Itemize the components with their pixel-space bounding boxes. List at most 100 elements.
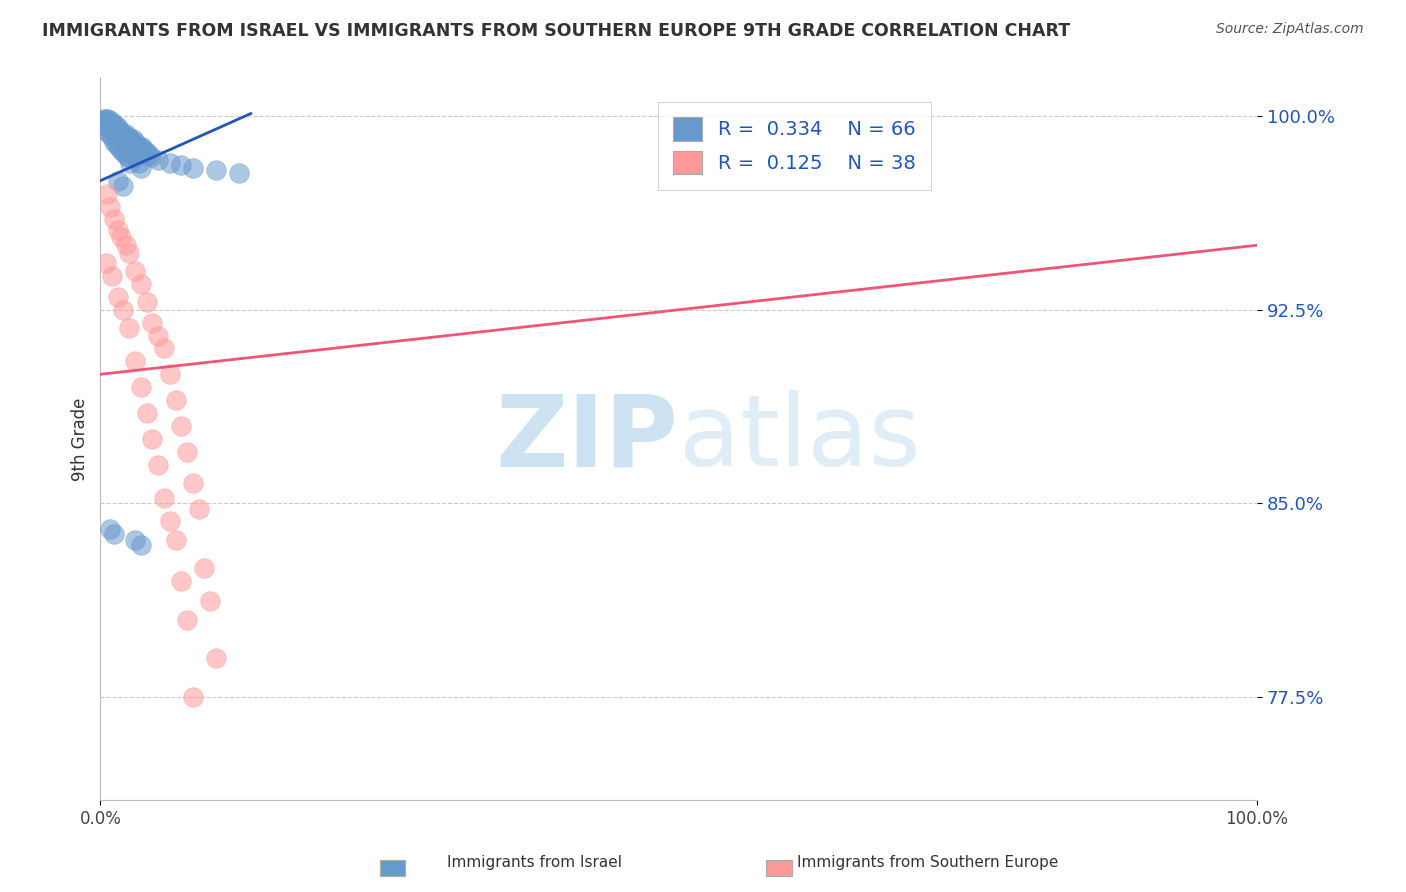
Point [170, 574, 193, 588]
Point [98, 522, 121, 536]
Point [101, 269, 124, 284]
Point [138, 148, 160, 162]
Point [107, 223, 129, 237]
Point [128, 140, 150, 154]
Point [176, 444, 198, 458]
Point [112, 302, 135, 317]
Point [118, 246, 141, 260]
Point [118, 143, 141, 157]
Point [112, 127, 135, 141]
Point [200, 594, 222, 608]
Point [108, 122, 131, 136]
Point [121, 145, 143, 160]
Point [104, 125, 127, 139]
Point [148, 328, 170, 343]
Point [94, 112, 117, 126]
Text: Immigrants from Southern Europe: Immigrants from Southern Europe [797, 855, 1059, 870]
Point [135, 406, 157, 420]
Point [107, 174, 129, 188]
Point [98, 200, 121, 214]
Point [114, 135, 136, 149]
Point [105, 137, 128, 152]
Point [153, 491, 176, 506]
Point [228, 166, 250, 180]
Point [103, 212, 125, 227]
Point [170, 158, 193, 172]
Point [111, 132, 134, 146]
Point [93, 117, 115, 131]
Legend: R =  0.334    N = 66, R =  0.125    N = 38: R = 0.334 N = 66, R = 0.125 N = 38 [658, 102, 931, 190]
Point [105, 120, 128, 134]
Point [97, 120, 120, 134]
Point [103, 117, 125, 131]
Point [96, 114, 118, 128]
Point [107, 290, 129, 304]
Point [114, 127, 136, 141]
Point [94, 256, 117, 270]
Point [135, 295, 157, 310]
Text: atlas: atlas [679, 391, 921, 487]
Point [91, 114, 114, 128]
Point [110, 125, 132, 139]
Point [100, 114, 122, 128]
Point [129, 380, 152, 394]
Point [93, 112, 115, 126]
Point [148, 153, 170, 167]
Point [114, 148, 136, 162]
Point [135, 145, 157, 160]
Point [108, 140, 131, 154]
Point [112, 145, 135, 160]
Point [141, 151, 163, 165]
Point [103, 135, 125, 149]
Point [101, 122, 124, 136]
Point [176, 613, 198, 627]
Point [122, 148, 145, 162]
Point [148, 458, 170, 472]
Point [107, 127, 129, 141]
Point [187, 501, 209, 516]
Point [100, 122, 122, 136]
Point [108, 129, 131, 144]
Point [117, 129, 139, 144]
Text: IMMIGRANTS FROM ISRAEL VS IMMIGRANTS FROM SOUTHERN EUROPE 9TH GRADE CORRELATION : IMMIGRANTS FROM ISRAEL VS IMMIGRANTS FRO… [42, 22, 1070, 40]
Point [153, 342, 176, 356]
Point [181, 475, 204, 490]
Point [115, 137, 138, 152]
Point [128, 155, 150, 169]
Point [112, 178, 135, 193]
Point [96, 186, 118, 201]
Point [120, 132, 142, 146]
Point [118, 321, 141, 335]
Point [125, 151, 148, 165]
Point [114, 238, 136, 252]
Point [159, 155, 181, 169]
Point [103, 527, 125, 541]
Point [127, 137, 149, 152]
Point [98, 127, 121, 141]
Point [124, 533, 146, 547]
Point [97, 112, 120, 126]
Point [181, 161, 204, 175]
Point [170, 418, 193, 433]
Point [159, 368, 181, 382]
Point [129, 538, 152, 552]
Point [129, 161, 152, 175]
Point [94, 120, 117, 134]
Point [101, 129, 124, 144]
Text: ZIP: ZIP [496, 391, 679, 487]
Point [134, 143, 156, 157]
Y-axis label: 9th Grade: 9th Grade [72, 397, 89, 481]
Point [131, 140, 153, 154]
Point [165, 533, 187, 547]
Point [141, 316, 163, 330]
Text: Immigrants from Israel: Immigrants from Israel [447, 855, 621, 870]
Point [124, 264, 146, 278]
Point [124, 135, 146, 149]
Point [124, 354, 146, 368]
Point [120, 155, 142, 169]
Point [141, 432, 163, 446]
Point [181, 690, 204, 704]
Point [96, 125, 118, 139]
Point [110, 230, 132, 244]
Point [193, 561, 215, 575]
